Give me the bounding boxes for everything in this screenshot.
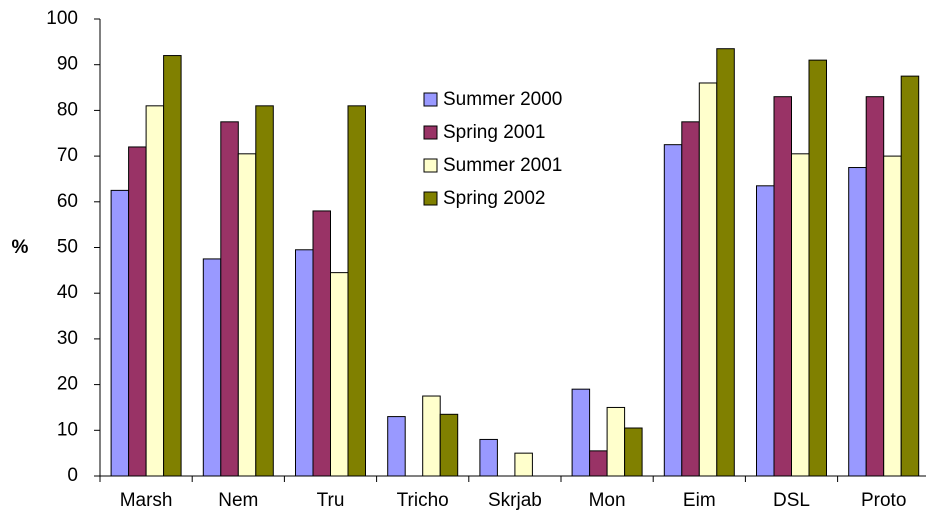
bar — [145, 105, 165, 477]
bar — [756, 185, 775, 477]
legend-swatch — [423, 125, 438, 140]
x-tick-label: Proto — [861, 490, 906, 511]
x-tick-label: Skrjab — [488, 490, 542, 511]
bar — [624, 427, 643, 477]
bar — [479, 438, 498, 477]
y-tick-label: 10 — [57, 419, 78, 440]
bar — [514, 452, 533, 477]
bar — [347, 105, 366, 477]
x-tick-label: Nem — [218, 490, 258, 511]
y-tick-label: 30 — [57, 328, 78, 349]
bar — [681, 121, 700, 477]
bar — [663, 144, 683, 477]
bar — [865, 96, 885, 477]
bar — [716, 48, 735, 477]
y-tick-label: 100 — [46, 8, 78, 29]
bar — [330, 272, 349, 477]
x-tick-label: Tricho — [397, 490, 449, 511]
bar — [387, 416, 406, 477]
y-tick-label: 40 — [57, 282, 78, 303]
legend-swatch — [423, 158, 438, 173]
legend-label: Spring 2001 — [443, 122, 545, 143]
bar — [422, 395, 441, 477]
y-tick-label: 80 — [57, 99, 78, 120]
y-tick-label: 90 — [57, 54, 78, 75]
bar — [883, 155, 902, 477]
bar — [220, 121, 239, 477]
bar — [202, 258, 222, 477]
y-tick-label: 50 — [57, 237, 78, 258]
bar — [571, 388, 591, 477]
bar — [698, 82, 718, 477]
bar — [163, 55, 182, 477]
legend-label: Summer 2001 — [443, 155, 562, 176]
bar — [589, 450, 608, 477]
bar — [312, 210, 331, 477]
bar — [255, 105, 274, 477]
y-tick-label: 0 — [67, 465, 78, 486]
legend-swatch — [423, 191, 438, 206]
y-tick-label: 20 — [57, 374, 78, 395]
bar — [808, 59, 827, 477]
bar — [128, 146, 147, 477]
x-tick-label: Marsh — [120, 490, 173, 511]
bar — [773, 96, 792, 477]
legend-label: Spring 2002 — [443, 188, 545, 209]
bar — [791, 153, 810, 477]
bar — [848, 167, 867, 477]
x-tick-label: DSL — [773, 490, 810, 511]
y-tick-label: 60 — [57, 191, 78, 212]
x-tick-label: Eim — [683, 490, 716, 511]
bar — [606, 406, 626, 477]
x-tick-label: Tru — [317, 490, 345, 511]
y-axis-label: % — [12, 237, 29, 258]
y-tick-label: 70 — [57, 145, 78, 166]
bar — [900, 75, 920, 477]
bar — [110, 189, 130, 477]
x-tick-label: Mon — [589, 490, 626, 511]
legend-label: Summer 2000 — [443, 89, 562, 110]
bar — [295, 249, 314, 477]
bar — [439, 413, 459, 477]
bar — [237, 153, 257, 477]
legend-swatch — [423, 92, 438, 107]
